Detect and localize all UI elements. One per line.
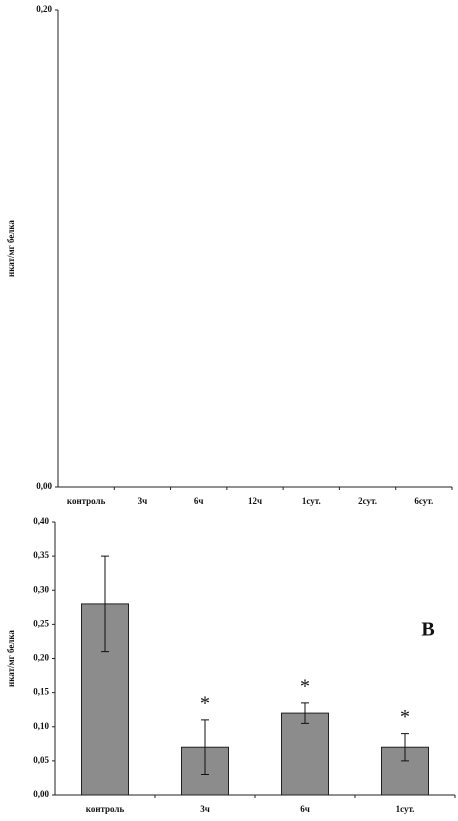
significance-mark: * — [400, 706, 410, 728]
x-tick-label: 2сут. — [358, 496, 377, 506]
y-tick-label: 0,00 — [36, 481, 52, 491]
x-tick-label: 3ч — [138, 496, 148, 506]
significance-mark: * — [200, 693, 210, 715]
error-bar — [301, 702, 309, 724]
y-tick-label: 0,15 — [33, 687, 49, 697]
error-bar — [101, 555, 109, 653]
x-tick-label: контроль — [86, 804, 125, 814]
error-bar — [401, 733, 409, 762]
y-tick-label: 0,25 — [33, 618, 49, 628]
bar — [281, 712, 329, 796]
x-tick-label: 6сут. — [414, 496, 433, 506]
error-bar — [201, 719, 209, 776]
y-tick-label: 0,20 — [36, 4, 52, 14]
significance-mark: * — [300, 675, 310, 697]
y-tick-label: 0,20 — [33, 653, 49, 663]
x-tick-label: контроль — [67, 496, 106, 506]
y-tick-label: 0,30 — [33, 584, 49, 594]
y-tick-label: 0,35 — [33, 550, 49, 560]
x-tick-label: 6ч — [300, 804, 310, 814]
y-tick-label: 0,05 — [33, 755, 49, 765]
y-axis-label: нкат/мг белка — [6, 220, 16, 277]
panel-letter: B — [421, 619, 434, 641]
x-tick-label: 1сут. — [302, 496, 321, 506]
y-tick-label: 0,40 — [33, 516, 49, 526]
x-tick-label: 1сут. — [396, 804, 415, 814]
y-tick-label: 0,10 — [33, 721, 49, 731]
x-tick-label: 3ч — [200, 804, 210, 814]
y-axis-label: нкат/мг белка — [6, 630, 16, 687]
x-tick-label: 12ч — [248, 496, 262, 506]
y-tick-label: 0,00 — [33, 789, 49, 799]
x-tick-label: 6ч — [194, 496, 204, 506]
